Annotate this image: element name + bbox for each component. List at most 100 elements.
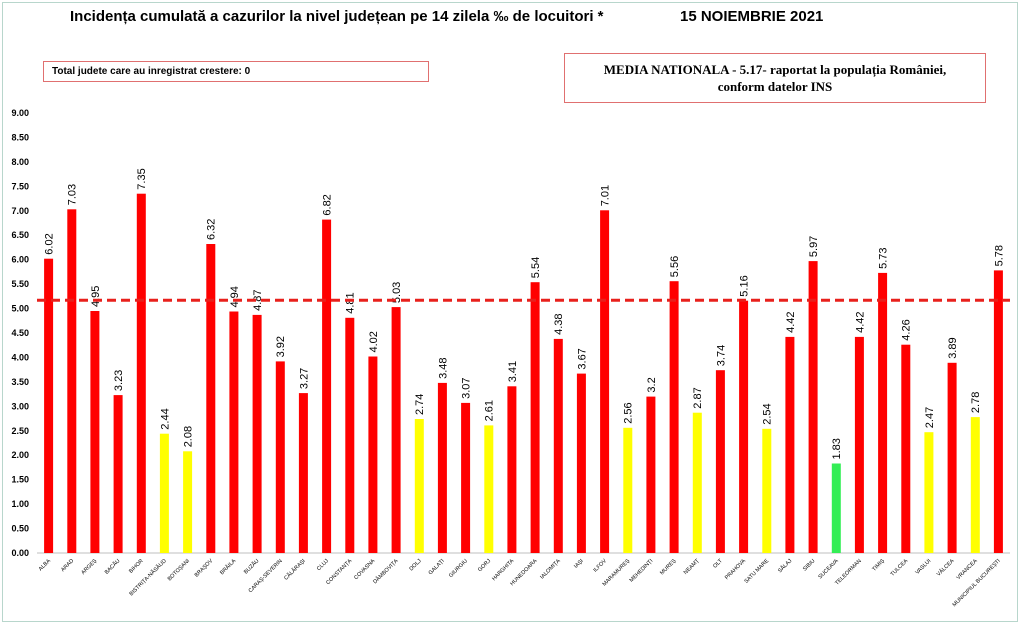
bar-value-label: 2.54 xyxy=(762,403,774,424)
y-tick-label: 5.50 xyxy=(11,279,29,289)
bar xyxy=(993,270,1003,553)
x-category-label: BRĂILA xyxy=(219,557,238,576)
x-category-label: COVASNA xyxy=(353,558,376,581)
national-average-line1: MEDIA NATIONALA - 5.17- raportat la popu… xyxy=(603,62,947,77)
x-category-label: VASLUI xyxy=(915,558,933,576)
bar-value-label: 1.83 xyxy=(831,438,843,459)
y-tick-label: 2.50 xyxy=(11,426,29,436)
x-category-label: HARGHITA xyxy=(491,558,515,582)
bar-value-label: 4.42 xyxy=(854,311,866,332)
bar xyxy=(878,272,888,553)
bar xyxy=(252,314,262,553)
bar xyxy=(183,451,193,553)
bar-value-label: 5.03 xyxy=(391,282,403,303)
x-category-label: VÂLCEA xyxy=(935,557,956,578)
y-tick-label: 1.50 xyxy=(11,475,29,485)
y-tick-label: 6.00 xyxy=(11,255,29,265)
bar-value-label: 7.01 xyxy=(600,185,612,206)
bar xyxy=(947,362,957,553)
bar-value-label: 3.23 xyxy=(113,370,125,391)
y-tick-label: 7.00 xyxy=(11,206,29,216)
bar xyxy=(692,412,702,553)
bar xyxy=(600,210,610,554)
report-date: 15 NOIEMBRIE 2021 xyxy=(680,8,824,25)
x-category-label: CLUJ xyxy=(316,558,330,572)
bar xyxy=(368,356,378,553)
x-category-label: ILFOV xyxy=(593,558,609,574)
bar xyxy=(113,395,123,553)
x-category-label: OLT xyxy=(712,558,724,570)
bar-value-label: 4.42 xyxy=(785,311,797,332)
bar xyxy=(808,261,818,553)
bar-value-label: 5.16 xyxy=(739,275,751,296)
bar-value-label: 3.67 xyxy=(576,348,588,369)
bar-value-label: 4.26 xyxy=(901,319,913,340)
x-category-label: PRAHOVA xyxy=(724,558,747,581)
bar-value-label: 5.73 xyxy=(878,247,890,268)
bar-value-label: 4.81 xyxy=(345,292,357,313)
x-category-label: ALBA xyxy=(38,558,52,572)
y-tick-label: 7.50 xyxy=(11,181,29,191)
y-tick-label: 4.50 xyxy=(11,328,29,338)
y-tick-label: 0.50 xyxy=(11,524,29,534)
y-tick-label: 9.00 xyxy=(11,108,29,118)
bar-value-label: 4.02 xyxy=(368,331,380,352)
x-category-label: MUREȘ xyxy=(659,558,678,577)
national-average-box: MEDIA NATIONALA - 5.17- raportat la popu… xyxy=(564,53,986,103)
x-category-label: BOTOȘANI xyxy=(167,558,192,583)
y-tick-label: 2.00 xyxy=(11,450,29,460)
bar xyxy=(924,432,934,553)
bar xyxy=(831,463,841,553)
x-category-label: BRAȘOV xyxy=(194,558,215,579)
bar-value-label: 3.74 xyxy=(715,345,727,366)
bar xyxy=(715,370,725,553)
x-category-label: GIURGIU xyxy=(448,558,469,579)
x-category-label: GALAȚI xyxy=(428,558,446,576)
bar xyxy=(298,393,308,553)
bar xyxy=(854,336,864,553)
y-tick-label: 8.50 xyxy=(11,132,29,142)
bar-value-label: 4.95 xyxy=(90,286,102,307)
x-category-label: IALOMIȚA xyxy=(539,558,562,581)
bar xyxy=(275,361,285,553)
x-category-label: BUZĂU xyxy=(242,557,260,575)
x-category-label: DÂMBOVIȚA xyxy=(372,557,400,585)
x-category-label: IAȘI xyxy=(573,558,585,570)
bar xyxy=(507,386,517,553)
bar xyxy=(669,281,679,553)
bar xyxy=(67,209,77,554)
x-category-label: MEHEDINȚI xyxy=(629,558,655,584)
bar xyxy=(970,417,980,553)
bar-value-label: 2.87 xyxy=(692,387,704,408)
bar-value-label: 4.94 xyxy=(229,286,241,307)
x-category-label: DOLJ xyxy=(409,558,423,572)
y-tick-label: 6.50 xyxy=(11,230,29,240)
bar xyxy=(623,427,633,553)
y-tick-label: 3.00 xyxy=(11,401,29,411)
x-category-label: ARAD xyxy=(60,558,75,573)
chart-frame xyxy=(2,2,1018,622)
x-category-label: TULCEA xyxy=(890,558,910,578)
x-category-label: CĂLĂRAȘI xyxy=(283,557,308,582)
bar-value-label: 2.44 xyxy=(159,408,171,429)
bar xyxy=(322,219,332,553)
bar-value-label: 5.97 xyxy=(808,236,820,257)
growth-counties-box: Total judete care au inregistrat crester… xyxy=(43,61,429,82)
bar xyxy=(437,382,447,553)
bar-value-label: 3.89 xyxy=(947,337,959,358)
bar-value-label: 2.47 xyxy=(924,407,936,428)
x-category-label: ARGEȘ xyxy=(80,558,98,576)
y-tick-label: 4.00 xyxy=(11,352,29,362)
bar xyxy=(484,425,494,553)
x-category-label: SĂLAJ xyxy=(776,557,793,574)
bar xyxy=(414,419,424,553)
x-category-label: VRANCEA xyxy=(956,558,979,581)
x-category-label: NEAMȚ xyxy=(683,558,701,576)
bar-value-label: 3.07 xyxy=(461,377,473,398)
bar xyxy=(136,193,146,553)
x-category-label: MUNICIPIUL BUCUREȘTI xyxy=(952,558,1002,608)
bar-value-label: 4.87 xyxy=(252,289,264,310)
y-tick-label: 0.00 xyxy=(11,548,29,558)
bar xyxy=(345,317,355,553)
national-average-line2: conform datelor INS xyxy=(717,79,833,94)
